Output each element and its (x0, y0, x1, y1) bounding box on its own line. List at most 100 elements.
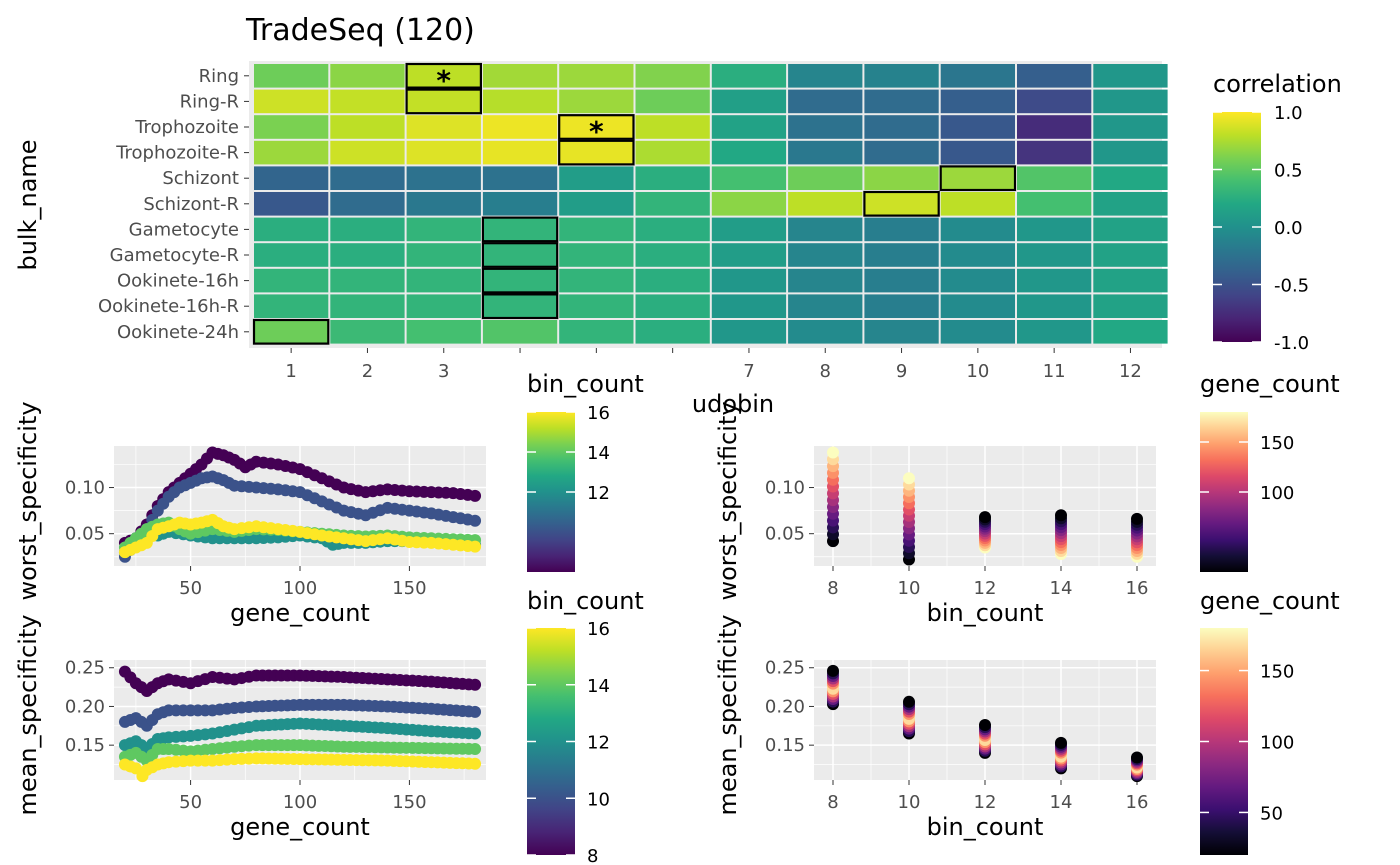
heatmap-cell (254, 243, 329, 267)
heatmap-cell (1093, 320, 1168, 344)
heatmap-cell (254, 89, 329, 114)
heatmap-cell (940, 192, 1015, 216)
heatmap-cell (1093, 268, 1168, 293)
legend-label: 12 (587, 483, 610, 504)
heatmap-cell (482, 243, 558, 267)
legend-label: 16 (587, 403, 610, 424)
heatmap-cell (559, 89, 634, 114)
heatmap-cell (940, 64, 1015, 88)
heatmap-cell (559, 268, 634, 293)
heatmap-cell (1017, 320, 1092, 344)
heatmap-cell (940, 294, 1015, 318)
heatmap-cell (788, 294, 863, 318)
x-tick-label: 16 (1126, 792, 1149, 813)
legend-label: 12 (587, 733, 610, 754)
heatmap-cell (788, 268, 863, 293)
highlighted-cell (558, 114, 635, 140)
highlighted-cell (558, 139, 635, 166)
heatmap-cell (788, 320, 863, 344)
x-tick-label: 12 (974, 578, 997, 599)
x-tick-label: 12 (1119, 361, 1142, 382)
heatmap-cell (1017, 64, 1092, 88)
heatmap-cell (482, 192, 558, 216)
x-tick-label: 10 (898, 578, 921, 599)
legend-label: 10 (587, 789, 610, 810)
x-tick-label: 10 (898, 792, 921, 813)
data-point (469, 757, 482, 770)
chart-title: TradeSeq (120) (245, 13, 475, 48)
heatmap-cell (1017, 217, 1092, 242)
heatmap-cell (711, 243, 787, 267)
legend-title: gene_count (1200, 587, 1340, 615)
heatmap-cell (711, 115, 787, 139)
heatmap-cell (635, 115, 710, 139)
heatmap-cell (406, 320, 481, 344)
heatmap-cell (788, 89, 863, 114)
y-axis-title: mean_specificity (714, 614, 742, 815)
x-tick-label: 2 (362, 361, 373, 382)
x-tick-label: 14 (1050, 792, 1073, 813)
x-tick-label: 10 (966, 361, 989, 382)
heatmap-cell (254, 166, 329, 190)
heatmap-cell (940, 243, 1015, 267)
y-tick-label: 0.05 (765, 524, 805, 545)
heatmap-cell (330, 268, 405, 293)
heatmap-cell (559, 192, 634, 216)
y-tick-label: 0.15 (765, 735, 805, 756)
heatmap-cell (864, 166, 939, 190)
legend-label: 150 (1260, 662, 1294, 683)
heatmap-cell (864, 192, 939, 216)
heatmap-cell (330, 166, 405, 190)
heatmap-cell (635, 89, 710, 114)
legend-label: 150 (1260, 433, 1294, 454)
heatmap-cell (559, 320, 634, 344)
y-tick-label: 0.05 (65, 524, 105, 545)
heatmap-cell (1093, 115, 1168, 139)
legend-label: 8 (587, 846, 598, 865)
y-tick-label: Gametocyte (129, 219, 239, 240)
y-tick-label: 0.20 (765, 696, 805, 717)
heatmap-cell (711, 192, 787, 216)
legend-title: correlation (1213, 70, 1342, 98)
data-point (979, 511, 991, 524)
heatmap-cell (406, 89, 481, 114)
heatmap-cell (864, 243, 939, 267)
heatmap-cell (330, 192, 405, 216)
heatmap-cell (482, 217, 558, 242)
x-tick-label: 150 (392, 792, 426, 813)
heatmap-cell (330, 294, 405, 318)
highlighted-cell (863, 190, 940, 217)
heatmap-cell (559, 243, 634, 267)
heatmap-cell (635, 217, 710, 242)
x-tick-label: 7 (743, 361, 754, 382)
x-tick-label: 150 (392, 578, 426, 599)
x-tick-label: 8 (827, 578, 838, 599)
highlighted-cell (939, 165, 1017, 192)
heatmap-cell (406, 140, 481, 165)
y-axis-title: worst_specificity (14, 401, 42, 600)
data-point (979, 719, 991, 732)
heatmap-cell (711, 294, 787, 318)
heatmap-cell (864, 320, 939, 344)
heatmap-cell (711, 140, 787, 165)
data-point (469, 743, 482, 756)
heatmap-cell (330, 243, 405, 267)
heatmap-cell (559, 115, 634, 139)
heatmap-cell (406, 217, 481, 242)
x-tick-label: 100 (283, 792, 317, 813)
y-tick-label: Trophozoite (134, 117, 239, 138)
heatmap-cell (254, 294, 329, 318)
data-point (1131, 751, 1143, 764)
heatmap-cell (788, 166, 863, 190)
heatmap-cell (635, 64, 710, 88)
heatmap-cell (940, 140, 1015, 165)
heatmap-cell (1017, 140, 1092, 165)
x-tick-label: 3 (438, 361, 449, 382)
heatmap-cell (254, 268, 329, 293)
data-point (469, 514, 482, 527)
heatmap-cell (940, 115, 1015, 139)
heatmap-cell (482, 64, 558, 88)
heatmap-cell (254, 64, 329, 88)
heatmap-cell (940, 166, 1015, 190)
x-tick-label: 50 (179, 578, 202, 599)
